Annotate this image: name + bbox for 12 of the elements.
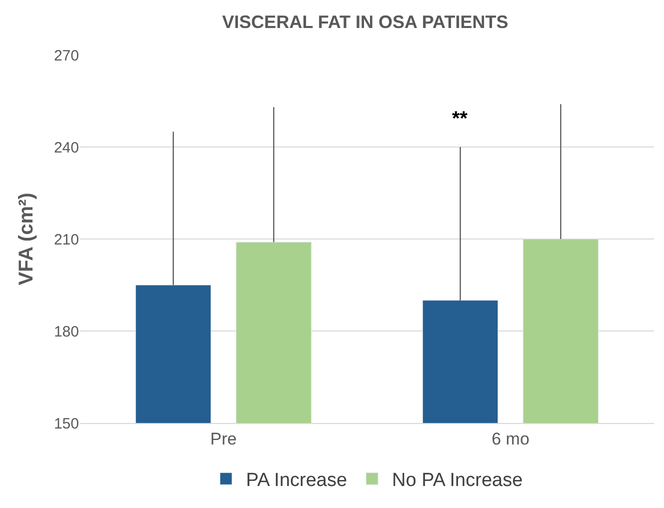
y-tick-label: 240 (54, 139, 79, 156)
y-tick-label: 210 (54, 231, 79, 248)
y-tick-label: 150 (54, 415, 79, 432)
legend-label: No PA Increase (392, 470, 523, 492)
y-tick-label: 180 (54, 323, 79, 340)
legend-label: PA Increase (246, 470, 348, 492)
annotation: ** (452, 108, 468, 130)
y-tick-label: 270 (54, 47, 79, 64)
chart-title: VISCERAL FAT IN OSA PATIENTS (222, 12, 508, 32)
x-tick-label: Pre (210, 429, 237, 448)
y-axis-title: VFA (cm²) (15, 192, 38, 286)
x-tick-label: 6 mo (492, 429, 530, 448)
